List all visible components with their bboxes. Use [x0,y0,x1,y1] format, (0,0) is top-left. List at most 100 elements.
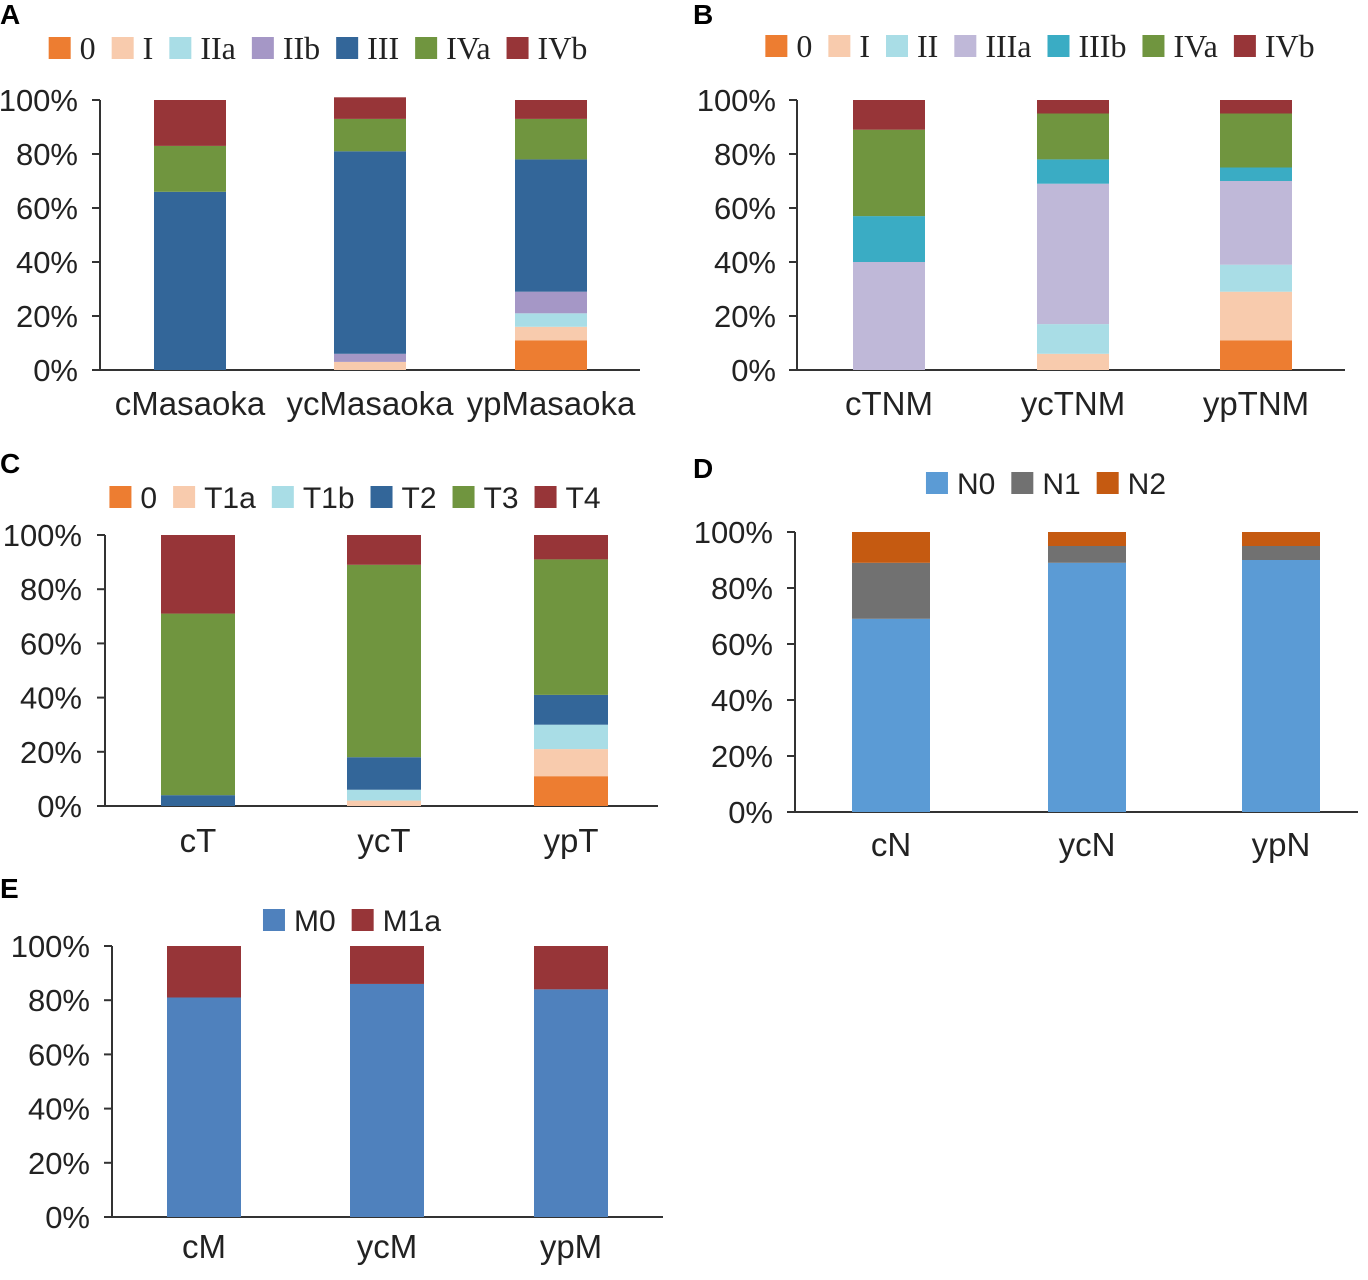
x-category-label: ypN [1252,826,1311,863]
legend-label: N2 [1128,468,1166,501]
legend-swatch-IVa [415,37,438,59]
legend-label: IIIa [985,28,1031,64]
bar-segment-cN-N2 [852,532,930,563]
legend-swatch-IIIa [954,35,977,57]
bar-segment-ypTNM-I [1220,291,1292,341]
legend-label: 0 [140,482,157,515]
legend-label: I [143,30,154,66]
legend: M0 M1a [262,905,442,938]
chart-panel-e: E 0% 20% 40% 60% 80% 100% cM ycM ypM M0 M1a [0,873,663,1265]
legend-swatch-T3 [452,486,475,508]
bar-segment-ycMasaoka-IVa [334,118,406,152]
legend-swatch-T1b [271,486,294,508]
x-category-label: cM [182,1228,226,1265]
bar-segment-ypMasaoka-IIa [515,313,587,327]
legend-label: N0 [957,468,995,501]
bar-segment-ypTNM-IIIa [1220,181,1292,265]
legend-label: T2 [402,482,437,515]
chart-panel-d: D 0% 20% 40% 60% 80% 100% cN ycN ypN N0 N1 N2 [693,453,1358,863]
x-category-label: ypMasaoka [467,385,636,422]
bar-segment-ycN-N2 [1048,532,1126,546]
y-tick-label: 20% [28,1146,90,1181]
legend-swatch-I [828,35,851,57]
bar-segment-cTNM-IIIa [853,262,925,370]
x-category-label: ycN [1059,826,1116,863]
bar-segment-cT-T2 [161,795,235,806]
y-tick-label: 60% [711,627,773,662]
y-tick-label: 40% [714,245,776,280]
bar-segment-cTNM-IVa [853,129,925,217]
legend-swatch-0 [109,486,132,508]
legend-swatch-I [111,37,134,59]
bar-segment-cTNM-IVb [853,100,925,130]
y-tick-label: 0% [37,789,82,824]
bar-segment-ypMasaoka-0 [515,340,587,370]
bar-segment-ycMasaoka-I [334,361,406,370]
legend-swatch-IVa [1142,35,1165,57]
y-tick-label: 80% [16,137,78,172]
bar-segment-ycT-T2 [347,757,421,790]
bar-segment-ypN-N2 [1242,532,1320,546]
x-category-label: ypM [540,1228,602,1265]
legend-label: III [367,30,399,66]
bar-segment-ypT-T3 [534,559,608,695]
bar-segment-ypTNM-IVa [1220,113,1292,168]
bar-segment-ycTNM-IVb [1037,100,1109,114]
bar-segment-ypMasaoka-IIb [515,291,587,314]
legend-label: N1 [1042,468,1080,501]
x-category-label: cN [871,826,911,863]
bar-segment-cMasaoka-IVb [154,100,226,146]
bar-segment-cMasaoka-III [154,191,226,370]
x-category-label: ypT [543,822,598,859]
legend-label: IIIb [1078,28,1126,64]
bar-segment-ycMasaoka-IIb [334,353,406,362]
chart-panel-a: A 0% 20% 40% 60% 80% 100% cMasaoka ycMasaoka ypMa… [0,0,640,422]
legend-swatch-IIa [169,37,192,59]
legend-label: M0 [294,905,336,938]
bar-segment-ypTNM-IIIb [1220,167,1292,181]
legend: 0 T1a T1b T2 T3 T4 [109,482,601,515]
y-tick-label: 40% [20,681,82,716]
legend: N0 N1 N2 [925,468,1166,501]
y-tick-label: 100% [3,518,82,553]
bar-segment-ypT-T1b [534,724,608,750]
panel-letter: E [0,873,19,904]
bar-segment-ypM-M1a [534,946,608,990]
panel-letter: A [0,0,20,30]
bar-segment-ycN-N1 [1048,546,1126,563]
bar-segment-ypN-N0 [1242,560,1320,812]
bar-segment-ypMasaoka-IVa [515,118,587,160]
bar-segment-cT-T4 [161,535,235,614]
legend: 0 I IIa IIb III IVa IVb [48,30,587,66]
legend-swatch-T1a [173,486,196,508]
bar-segment-ypN-N1 [1242,546,1320,560]
bar-segment-ypT-0 [534,776,608,806]
legend-swatch-N1 [1011,472,1034,494]
y-tick-label: 20% [16,299,78,334]
bar-segment-ycT-T3 [347,564,421,758]
bar-segment-ycM-M0 [350,983,424,1217]
y-tick-label: 20% [20,735,82,770]
bar-segment-ypTNM-IVb [1220,100,1292,114]
bar-segment-ypT-T4 [534,535,608,560]
y-tick-label: 100% [694,515,773,550]
bar-segment-cT-T3 [161,613,235,796]
legend-swatch-IIb [251,37,274,59]
legend-label: M1a [383,905,442,938]
y-tick-label: 40% [711,683,773,718]
legend-label: T1b [303,482,355,515]
bar-segment-cTNM-IIIb [853,216,925,262]
panel-letter: D [693,453,713,484]
legend-label: I [859,28,870,64]
y-tick-label: 100% [11,929,90,964]
legend-swatch-M0 [262,909,285,931]
bar-segment-ypTNM-II [1220,264,1292,292]
bar-segment-ycN-N0 [1048,562,1126,812]
y-tick-label: 40% [16,245,78,280]
y-tick-label: 60% [28,1037,90,1072]
legend-label: T4 [566,482,601,515]
bar-segment-cM-M1a [167,946,241,998]
legend-swatch-IVb [1233,35,1256,57]
